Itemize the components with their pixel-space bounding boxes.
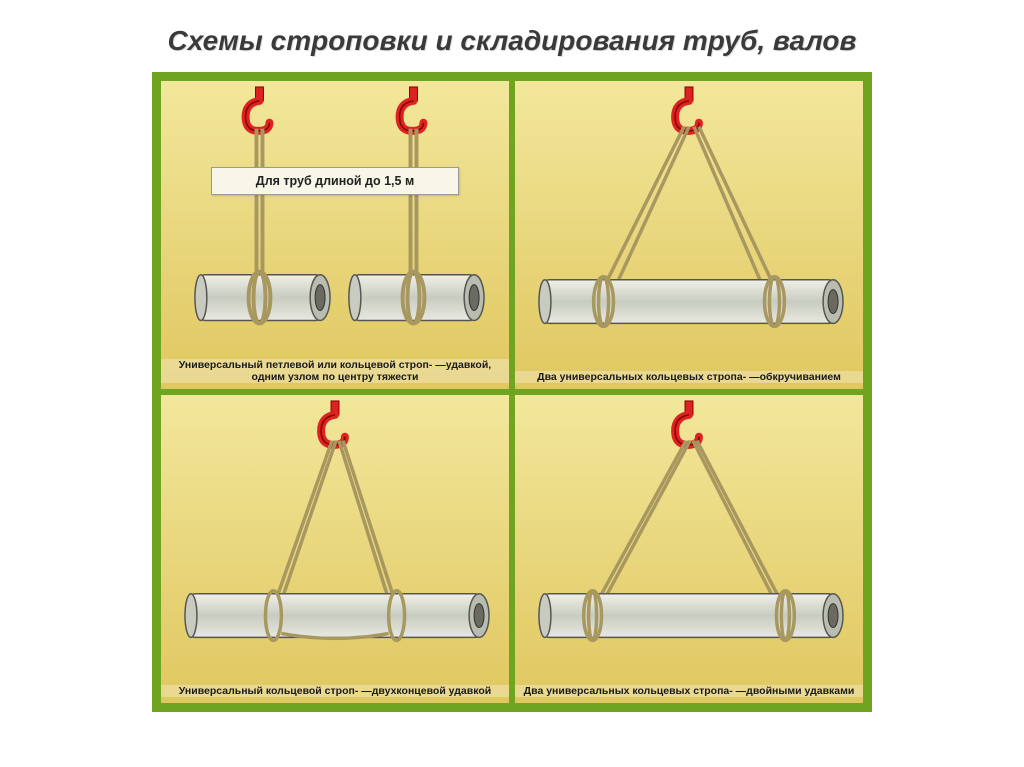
sling — [257, 129, 417, 298]
hook-icon — [246, 87, 270, 131]
pipe — [539, 280, 843, 324]
panel-bottom-right: Два универсальных кольцевых стропа- —дво… — [512, 392, 866, 706]
hook-icon — [675, 401, 699, 445]
page-title: Схемы строповки и складирования труб, ва… — [0, 0, 1024, 72]
rigging-diagram — [161, 395, 509, 703]
length-sign: Для труб длиной до 1,5 м — [211, 167, 459, 195]
diagram-grid: Для труб длиной до 1,5 м Универсальный п… — [152, 72, 872, 712]
panel-caption: Два универсальных кольцевых стропа- —дво… — [515, 685, 863, 697]
hook-icon — [321, 401, 345, 445]
rigging-diagram — [515, 81, 863, 389]
panel-caption: Универсальный петлевой или кольцевой стр… — [161, 359, 509, 383]
rigging-diagram — [515, 395, 863, 703]
hook-icon — [400, 87, 424, 131]
panel-top-left: Для труб длиной до 1,5 м Универсальный п… — [158, 78, 512, 392]
sling — [598, 127, 781, 300]
panel-top-right: Два универсальных кольцевых стропа- —обк… — [512, 78, 866, 392]
pipe — [185, 594, 489, 638]
panel-bottom-left: Универсальный кольцевой строп- —двухконц… — [158, 392, 512, 706]
panel-caption: Два универсальных кольцевых стропа- —обк… — [515, 371, 863, 383]
hook-icon — [675, 87, 699, 131]
rigging-diagram — [161, 81, 509, 389]
panel-caption: Универсальный кольцевой строп- —двухконц… — [161, 685, 509, 697]
sling — [270, 441, 399, 616]
sling — [590, 441, 789, 616]
